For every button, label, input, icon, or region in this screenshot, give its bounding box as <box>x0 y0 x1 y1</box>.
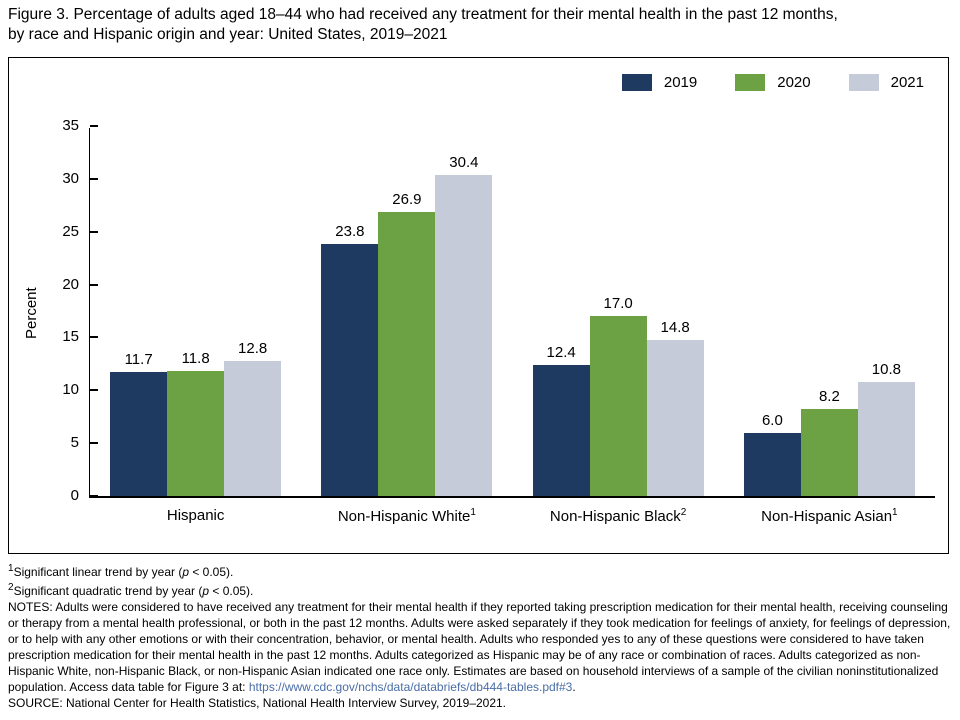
bar-2021-hispanic: 12.8 <box>224 340 282 496</box>
x-category-label: Hispanic <box>166 507 225 524</box>
bar-value-label: 30.4 <box>449 153 479 171</box>
notes-after-link: . <box>572 680 576 694</box>
y-axis-title: Percent <box>23 287 40 339</box>
x-category-label: Non-Hispanic Asian1 <box>761 507 898 525</box>
bar-2020-non-hispanic-black: 17.0 <box>589 295 647 496</box>
bar-group-non-hispanic-black: 12.4 17.0 14.8 Non-Hispanic Black2 <box>513 128 724 525</box>
bar-value-label: 11.7 <box>124 351 153 369</box>
bar-group-hispanic: 11.7 11.8 12.8 Hispanic <box>90 128 301 524</box>
y-tick <box>90 389 98 392</box>
y-tick-label: 20 <box>62 275 79 293</box>
bar-value-label: 17.0 <box>603 295 633 313</box>
y-tick-label: 30 <box>62 169 79 187</box>
notes-paragraph: NOTES: Adults were considered to have re… <box>8 599 952 695</box>
y-tick-label: 25 <box>62 222 79 240</box>
bar-value-label: 26.9 <box>392 190 422 208</box>
y-tick-label: 5 <box>70 434 79 452</box>
bar-group-non-hispanic-white: 23.8 26.9 30.4 Non-Hispanic White1 <box>301 128 512 525</box>
bar-group-non-hispanic-asian: 6.0 8.2 10.8 Non-Hispanic Asian1 <box>724 128 935 525</box>
bar-2019-hispanic: 11.7 <box>110 351 168 496</box>
y-tick-label: 15 <box>62 328 79 346</box>
y-tick <box>90 283 98 286</box>
bar-value-label: 6.0 <box>761 411 783 429</box>
legend-label-2019: 2019 <box>663 74 698 91</box>
bar-value-label: 11.8 <box>181 350 210 368</box>
notes-text: NOTES: Adults were considered to have re… <box>8 600 951 694</box>
legend-label-2021: 2021 <box>890 74 924 91</box>
y-tick <box>90 495 98 497</box>
bar-groups: 11.7 11.8 12.8 Hispanic 23.8 26.9 30.4 Non-Hisp… <box>90 128 935 525</box>
x-category-label: Non-Hispanic White1 <box>337 507 476 525</box>
footnote-2-marker: 2 <box>8 582 14 593</box>
y-tick-label: 35 <box>62 117 79 134</box>
y-tick <box>90 442 98 445</box>
legend-swatch-2020-icon <box>735 74 766 91</box>
bar-2019-non-hispanic-asian: 6.0 <box>743 412 801 496</box>
y-tick <box>90 125 98 127</box>
footnote-1: 1Significant linear trend by year (p < 0… <box>8 563 234 579</box>
bar-value-label: 12.4 <box>546 343 576 361</box>
bar-2020-hispanic: 11.8 <box>167 350 225 496</box>
bar-2019-non-hispanic-black: 12.4 <box>532 344 590 496</box>
bar-2021-non-hispanic-white: 30.4 <box>435 154 493 496</box>
y-tick-label: 0 <box>70 487 79 504</box>
bar-value-label: 10.8 <box>871 360 901 378</box>
y-tick-label: 10 <box>62 381 79 399</box>
legend-item-2021: 2021 <box>848 74 924 91</box>
bar-value-label: 12.8 <box>238 339 268 357</box>
bar-value-label: 14.8 <box>660 318 690 336</box>
bar-2020-non-hispanic-white: 26.9 <box>378 191 436 496</box>
bar-value-label: 8.2 <box>818 388 840 406</box>
footnotes-block: 1Significant linear trend by year (p < 0… <box>8 561 952 711</box>
chart-panel: 2019 2020 2021 Percent 0 5 10 15 20 25 30 35 11… <box>8 57 949 554</box>
bar-2020-non-hispanic-asian: 8.2 <box>800 388 858 496</box>
footnote-1-marker: 1 <box>8 563 14 574</box>
data-table-link[interactable]: https://www.cdc.gov/nchs/data/databriefs… <box>248 680 573 694</box>
y-tick <box>90 177 98 180</box>
bar-2019-non-hispanic-white: 23.8 <box>321 223 379 496</box>
legend-swatch-2019-icon <box>621 74 652 91</box>
y-tick <box>90 336 98 339</box>
figure-title-line1: Figure 3. Percentage of adults aged 18–4… <box>8 6 838 23</box>
legend: 2019 2020 2021 <box>621 74 924 91</box>
legend-label-2020: 2020 <box>777 74 811 91</box>
legend-swatch-2021-icon <box>848 74 879 91</box>
bar-value-label: 23.8 <box>335 223 365 241</box>
bar-2021-non-hispanic-black: 14.8 <box>646 319 704 496</box>
legend-item-2019: 2019 <box>621 74 698 91</box>
x-category-label: Non-Hispanic Black2 <box>549 507 687 525</box>
y-tick <box>90 230 98 233</box>
footnote-2: 2Significant quadratic trend by year (p … <box>8 582 254 598</box>
figure-title: Figure 3. Percentage of adults aged 18–4… <box>8 5 838 45</box>
bar-2021-non-hispanic-asian: 10.8 <box>857 361 915 496</box>
figure-title-line2: by race and Hispanic origin and year: Un… <box>8 26 448 43</box>
plot-area: 0 5 10 15 20 25 30 35 11.7 11.8 12.8 Hispanic 23.8 2… <box>62 117 935 525</box>
source-line: SOURCE: National Center for Health Stati… <box>8 696 507 710</box>
legend-item-2020: 2020 <box>735 74 811 91</box>
